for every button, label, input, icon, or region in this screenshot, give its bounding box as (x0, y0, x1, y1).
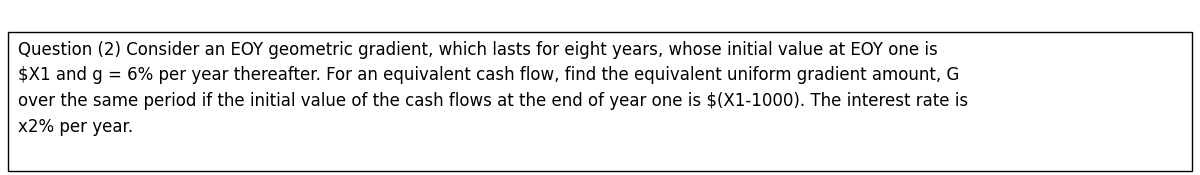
Bar (8, 32, 1192, 171)
Text: $X1 and g = 6% per year thereafter. For an equivalent cash flow, find the equiva: $X1 and g = 6% per year thereafter. For … (18, 66, 959, 85)
Text: Question (2) Consider an EOY geometric gradient, which lasts for eight years, wh: Question (2) Consider an EOY geometric g… (18, 41, 937, 59)
Text: x2% per year.: x2% per year. (18, 117, 133, 135)
Text: over the same period if the initial value of the cash flows at the end of year o: over the same period if the initial valu… (18, 92, 968, 110)
